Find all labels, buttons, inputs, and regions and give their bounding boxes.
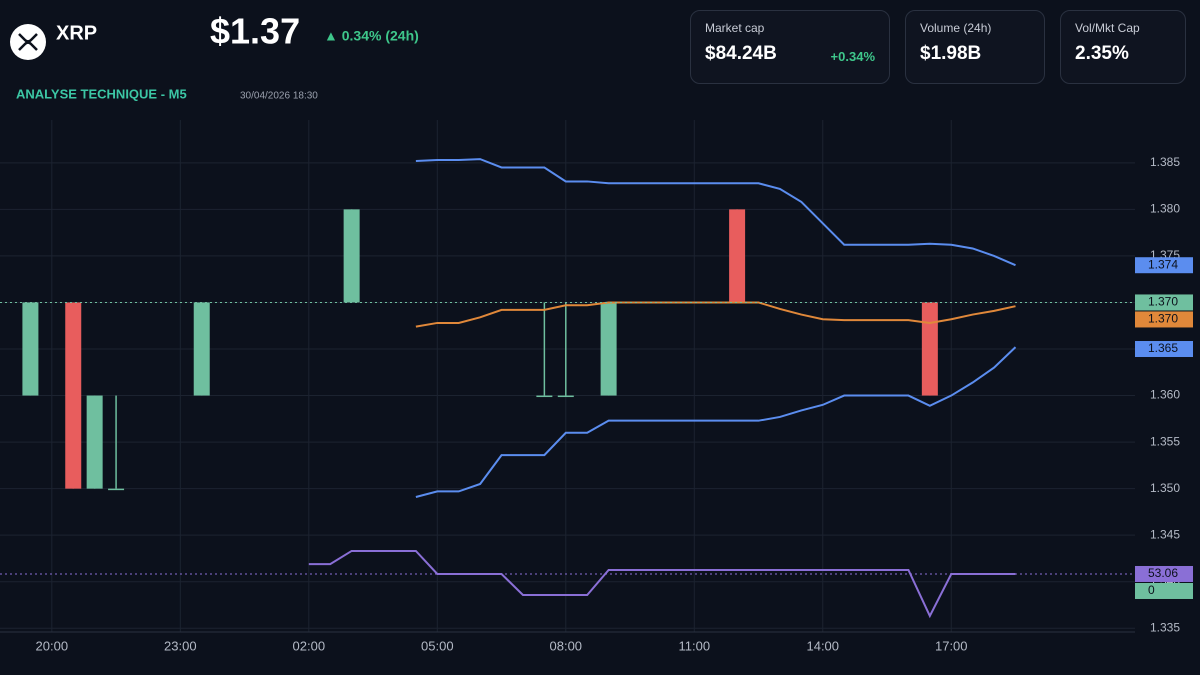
y-tick-label: 1.350 [1150, 481, 1180, 495]
stat-card: Market cap $84.24B +0.34% [690, 10, 890, 84]
price-tag [1135, 311, 1193, 328]
price-tag-label: 0 [1148, 583, 1155, 597]
candle-body [536, 395, 553, 398]
price: $1.37 [210, 11, 300, 52]
price-tag [1135, 257, 1193, 274]
x-tick-label: 14:00 [806, 638, 839, 653]
price-tag [1135, 341, 1193, 358]
stat-value: $1.98B [920, 43, 982, 64]
stat-change: +0.34% [830, 49, 875, 64]
price-tag [1135, 582, 1193, 599]
x-tick-label: 11:00 [678, 638, 710, 653]
stat-label: Volume (24h) [920, 21, 992, 35]
y-tick-label: 1.355 [1150, 434, 1180, 448]
series-line [415, 158, 1016, 267]
x-tick-label: 17:00 [935, 638, 968, 653]
candle-body [557, 395, 574, 398]
stat-label: Vol/Mkt Cap [1075, 21, 1140, 35]
candle-body [729, 209, 746, 303]
stat-card: Volume (24h) $1.98B [905, 10, 1045, 84]
stat-card: Vol/Mkt Cap 2.35% [1060, 10, 1186, 84]
price-tag-label: 1.374 [1148, 257, 1178, 271]
y-tick-label: 1.360 [1150, 388, 1180, 402]
x-tick-label: 08:00 [550, 638, 583, 653]
x-tick-label: 20:00 [36, 638, 69, 653]
section-title: ANALYSE TECHNIQUE - M5 [16, 86, 187, 101]
price-tag-label: 53.06 [1148, 566, 1178, 580]
price-tag [1135, 565, 1193, 582]
timestamp: 30/04/2026 18:30 [240, 91, 318, 102]
plot: 1.3351.3401.3451.3501.3551.3601.3651.370… [0, 120, 1193, 653]
candle-body [193, 302, 210, 396]
price-change: ▲ 0.34% (24h) [324, 28, 419, 44]
price-tag-label: 1.365 [1148, 341, 1178, 355]
symbol: XRP [56, 22, 97, 44]
x-tick-label: 05:00 [421, 638, 454, 653]
candle-body [343, 209, 360, 303]
y-tick-label: 1.385 [1150, 155, 1180, 169]
candle-body [108, 488, 125, 491]
logo [10, 24, 46, 60]
y-tick-label: 1.335 [1150, 620, 1180, 634]
candle-body [65, 302, 82, 489]
candle-body [86, 395, 103, 489]
x-tick-label: 23:00 [164, 638, 197, 653]
price-tag-label: 1.370 [1148, 295, 1178, 309]
price-tag [1135, 294, 1193, 311]
x-tick-label: 02:00 [293, 638, 326, 653]
candle-body [600, 302, 617, 396]
stat-label: Market cap [705, 21, 765, 35]
y-tick-label: 1.345 [1150, 527, 1180, 541]
candle-body [921, 302, 938, 396]
candle-body [22, 302, 39, 396]
series-line [415, 346, 1017, 498]
stat-value: 2.35% [1075, 43, 1129, 64]
price-tag-label: 1.370 [1148, 312, 1178, 326]
stat-value: $84.24B [705, 43, 777, 64]
y-tick-label: 1.380 [1150, 202, 1180, 216]
series-line [308, 549, 1016, 619]
